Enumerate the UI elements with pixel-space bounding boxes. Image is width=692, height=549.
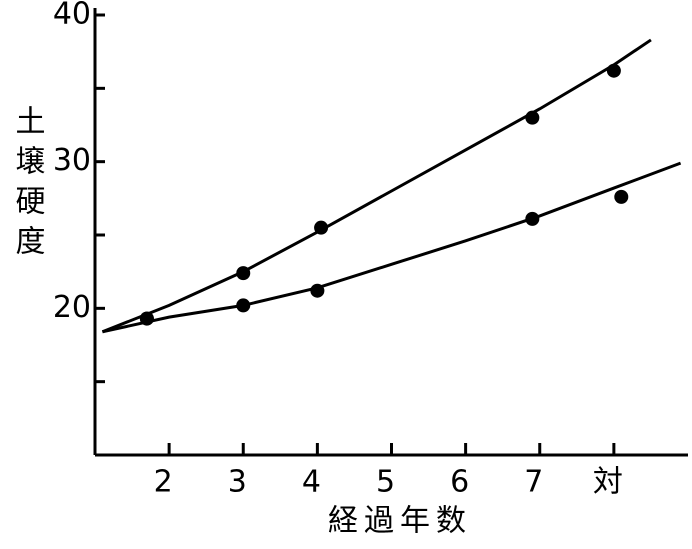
y-tick-label: 30	[53, 143, 91, 178]
data-point	[314, 220, 329, 235]
data-point	[310, 283, 325, 298]
y-axis-title: 土壌硬度	[10, 105, 46, 265]
fitted-curve	[101, 38, 652, 334]
x-tick-label: 対	[593, 465, 623, 500]
data-point	[606, 63, 621, 78]
x-tick-label: 4	[302, 465, 321, 500]
x-tick-label: 6	[450, 465, 469, 500]
y-tick-label: 40	[53, 0, 91, 32]
data-point	[614, 189, 629, 204]
data-point	[525, 110, 540, 125]
x-tick-label: 3	[228, 465, 247, 500]
fitted-curve	[102, 161, 682, 334]
x-tick-label: 2	[154, 465, 173, 500]
data-point	[139, 311, 154, 326]
data-point	[236, 266, 251, 281]
data-point	[525, 211, 540, 226]
x-axis-title: 経過年数	[328, 504, 472, 539]
x-tick-label: 7	[524, 465, 543, 500]
x-tick-label: 5	[376, 465, 395, 500]
y-tick-label: 20	[53, 290, 91, 325]
data-point	[236, 298, 251, 313]
